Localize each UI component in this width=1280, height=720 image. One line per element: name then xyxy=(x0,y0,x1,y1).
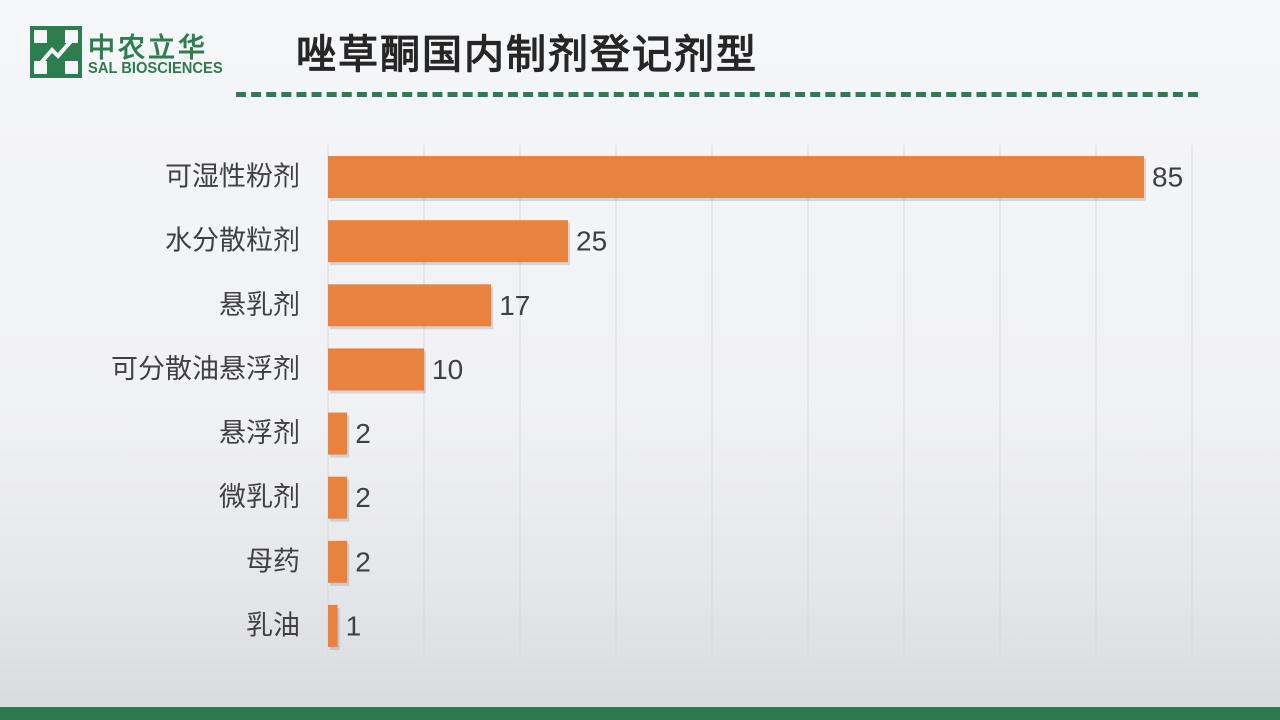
category-label: 悬浮剂 xyxy=(219,418,300,449)
category-label: 可分散油悬浮剂 xyxy=(111,354,300,385)
value-label: 2 xyxy=(355,546,371,577)
category-label: 乳油 xyxy=(246,610,300,641)
bar xyxy=(328,156,1144,199)
category-label: 可湿性粉剂 xyxy=(165,162,300,193)
bar xyxy=(328,348,424,391)
bars xyxy=(328,156,1146,650)
value-label: 25 xyxy=(576,226,607,257)
value-label: 1 xyxy=(346,610,362,641)
footer-bar xyxy=(0,707,1280,720)
bar xyxy=(328,412,348,455)
category-label: 母药 xyxy=(246,546,300,577)
value-labels: 85 25 17 10 2 2 2 1 xyxy=(346,162,1184,642)
logo-chinese-name: 中农立华 xyxy=(88,33,208,64)
value-label: 2 xyxy=(355,418,371,449)
title-divider xyxy=(236,92,1198,97)
company-logo: 中农立华 SAL BIOSCIENCES xyxy=(30,26,223,82)
bar xyxy=(328,540,348,583)
value-label: 17 xyxy=(499,290,530,321)
category-label: 悬乳剂 xyxy=(219,290,300,321)
value-label: 10 xyxy=(432,354,463,385)
value-label: 85 xyxy=(1152,162,1183,193)
category-label: 微乳剂 xyxy=(219,482,300,513)
bar xyxy=(328,220,568,263)
bar xyxy=(328,284,492,327)
value-label: 2 xyxy=(355,482,371,513)
category-label: 水分散粒剂 xyxy=(165,226,300,257)
sal-cross-logo-icon xyxy=(30,26,82,78)
logo-english-name: SAL BIOSCIENCES xyxy=(88,60,223,77)
bar xyxy=(328,604,338,647)
bar xyxy=(328,476,348,519)
page-title: 唑草酮国内制剂登记剂型 xyxy=(296,32,758,78)
